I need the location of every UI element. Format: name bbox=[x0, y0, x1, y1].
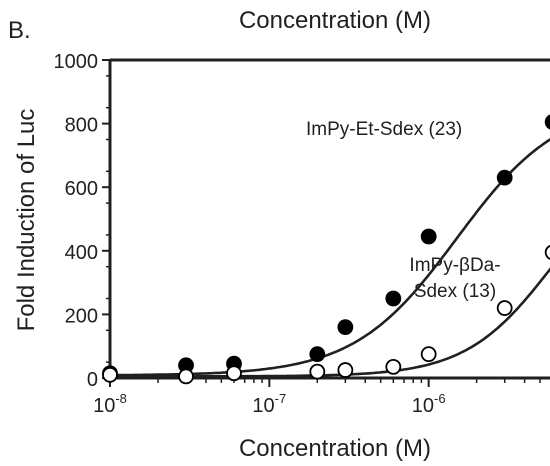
series-label-2: ImPy-βDa- bbox=[409, 255, 500, 276]
axis-ticks: 0 200 400 600 800 1000 10-8 10-7 10-6 bbox=[54, 51, 541, 417]
y-tick-label: 0 bbox=[87, 369, 98, 391]
y-axis-title: Fold Induction of Luc bbox=[13, 109, 40, 332]
filled-point bbox=[309, 346, 326, 363]
x-tick-label: 10-8 bbox=[93, 391, 127, 417]
y-tick-label: 800 bbox=[65, 115, 98, 137]
open-point bbox=[544, 244, 550, 260]
y-tick-label: 200 bbox=[65, 305, 98, 327]
x-tick-label: 10-7 bbox=[252, 391, 286, 417]
open-point bbox=[102, 366, 118, 383]
filled-point bbox=[385, 290, 402, 307]
panel-label: B. bbox=[8, 17, 31, 44]
open-point bbox=[226, 365, 242, 382]
y-tick-label: 1000 bbox=[54, 51, 99, 73]
y-tick-label: 600 bbox=[65, 178, 98, 200]
open-point bbox=[178, 368, 194, 385]
x-tick-label: 10-6 bbox=[412, 391, 446, 417]
data-points bbox=[102, 114, 550, 385]
filled-point bbox=[420, 228, 437, 245]
top-axis-title: Concentration (M) bbox=[239, 7, 431, 34]
open-point bbox=[420, 346, 437, 363]
filled-point bbox=[544, 114, 550, 130]
filled-point bbox=[496, 169, 513, 186]
open-point bbox=[385, 358, 402, 375]
x-axis-title: Concentration (M) bbox=[239, 435, 431, 462]
open-point bbox=[496, 300, 513, 316]
series-labels: ImPy-Et-Sdex (23) ImPy-βDa- Sdex (13) bbox=[306, 119, 501, 302]
series-label-2: Sdex (13) bbox=[414, 281, 496, 302]
filled-point bbox=[337, 319, 354, 336]
open-point bbox=[337, 362, 354, 378]
open-point bbox=[309, 363, 326, 380]
y-tick-label: 400 bbox=[65, 242, 98, 264]
series-label-1: ImPy-Et-Sdex (23) bbox=[306, 119, 462, 140]
